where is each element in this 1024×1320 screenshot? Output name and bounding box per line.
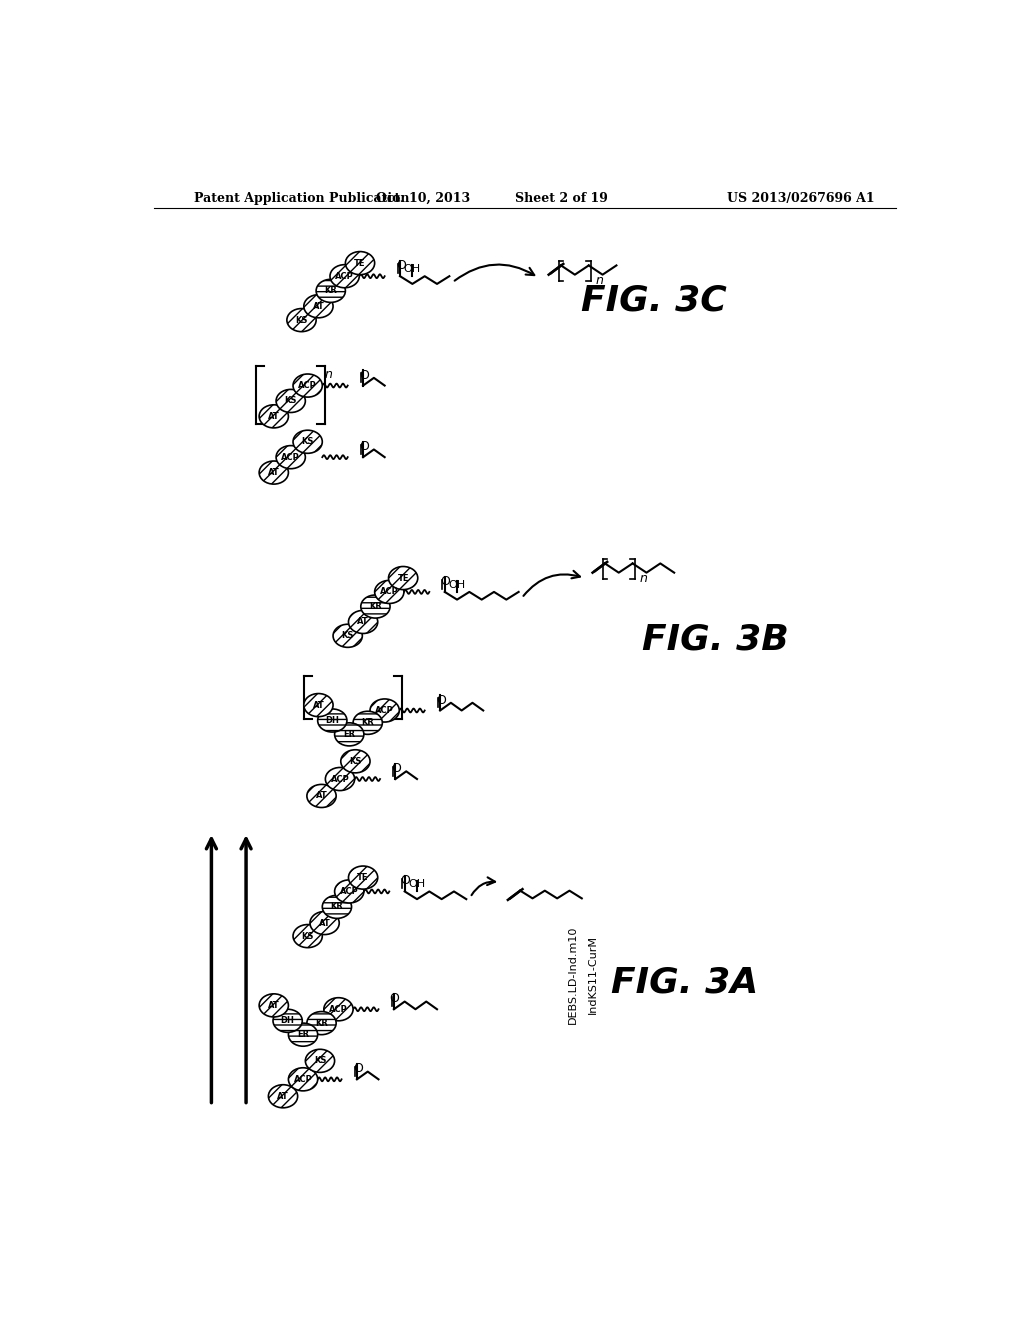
Ellipse shape [333,624,362,647]
Text: O: O [396,259,406,272]
Text: AT: AT [268,1001,280,1010]
Ellipse shape [388,566,418,590]
Text: KS: KS [301,437,313,446]
Ellipse shape [276,446,305,469]
Ellipse shape [293,430,323,453]
Text: n: n [639,573,647,585]
Ellipse shape [317,709,347,733]
Text: ACP: ACP [335,272,354,281]
Text: AT: AT [312,302,325,310]
Text: O: O [391,762,401,775]
Text: DH: DH [281,1016,295,1026]
Ellipse shape [307,784,336,808]
Ellipse shape [273,1010,302,1032]
Ellipse shape [307,1011,336,1035]
Text: DEBS.LD-Ind.m10: DEBS.LD-Ind.m10 [568,925,579,1024]
Text: AT: AT [268,412,280,421]
Ellipse shape [348,866,378,890]
Ellipse shape [335,723,364,746]
Text: TE: TE [357,873,369,882]
Text: TE: TE [354,259,366,268]
Text: KS: KS [342,631,354,640]
Ellipse shape [287,309,316,331]
Text: O: O [353,1063,362,1076]
Text: FIG. 3C: FIG. 3C [582,284,727,318]
Text: O: O [440,576,451,587]
Text: FIG. 3A: FIG. 3A [611,965,759,999]
Text: KR: KR [369,602,382,611]
Text: KR: KR [361,718,374,727]
Ellipse shape [375,581,403,603]
Ellipse shape [370,700,399,722]
Ellipse shape [289,1023,317,1047]
Text: ACP: ACP [375,706,394,715]
Ellipse shape [335,880,364,903]
Text: KS: KS [295,315,307,325]
Text: KS: KS [313,1056,327,1065]
Text: OH: OH [409,879,426,890]
Text: DH: DH [326,715,339,725]
Text: KS: KS [301,932,313,941]
Text: KR: KR [325,286,337,296]
Text: ACP: ACP [340,887,358,896]
Text: O: O [359,368,369,381]
Text: n: n [325,367,333,380]
Text: OH: OH [403,264,421,273]
Text: AT: AT [315,792,328,800]
Ellipse shape [259,405,289,428]
Text: Sheet 2 of 19: Sheet 2 of 19 [515,191,608,205]
Text: O: O [359,441,369,453]
Ellipse shape [360,595,390,618]
Text: ACP: ACP [380,587,398,597]
Ellipse shape [304,294,333,318]
Text: TE: TE [397,574,409,582]
Ellipse shape [326,767,354,791]
Text: n: n [596,275,603,288]
Text: AT: AT [268,469,280,477]
Ellipse shape [353,711,382,734]
Text: O: O [390,993,399,1006]
Ellipse shape [345,252,375,275]
Text: FIG. 3B: FIG. 3B [642,623,790,656]
Text: Patent Application Publication: Patent Application Publication [194,191,410,205]
Text: ACP: ACP [329,1005,348,1014]
Text: AT: AT [278,1092,289,1101]
Text: KS: KS [285,396,297,405]
Text: KR: KR [331,903,343,911]
Text: US 2013/0267696 A1: US 2013/0267696 A1 [727,191,874,205]
Text: ACP: ACP [331,775,349,784]
Ellipse shape [330,264,359,288]
Ellipse shape [304,693,333,717]
Text: ER: ER [297,1030,309,1039]
Ellipse shape [293,924,323,948]
Text: ACP: ACP [282,453,300,462]
Text: KS: KS [349,756,361,766]
Ellipse shape [324,998,353,1020]
Text: ACP: ACP [298,381,317,389]
Text: AT: AT [357,618,369,627]
Ellipse shape [316,280,345,302]
Ellipse shape [268,1085,298,1107]
Ellipse shape [310,911,339,935]
Ellipse shape [259,994,289,1016]
Ellipse shape [276,389,305,412]
Ellipse shape [348,610,378,634]
Ellipse shape [323,895,351,919]
Ellipse shape [259,461,289,484]
Ellipse shape [341,750,370,774]
Text: AT: AT [318,919,331,928]
Ellipse shape [289,1068,317,1090]
Text: O: O [436,693,445,706]
Ellipse shape [305,1049,335,1072]
Text: O: O [400,875,411,887]
Text: ER: ER [343,730,355,739]
Text: KR: KR [315,1019,328,1027]
Text: IndKS11-CurM: IndKS11-CurM [588,935,598,1014]
Text: OH: OH [449,579,466,590]
Text: Oct. 10, 2013: Oct. 10, 2013 [376,191,470,205]
Text: ACP: ACP [294,1074,312,1084]
Text: AT: AT [312,701,325,710]
Ellipse shape [293,374,323,397]
